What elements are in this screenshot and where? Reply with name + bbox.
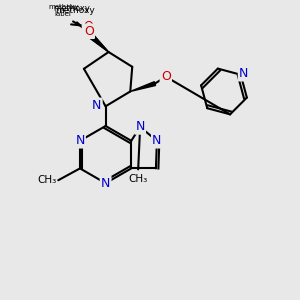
Text: CH₃: CH₃	[37, 175, 56, 185]
Text: O: O	[161, 70, 171, 83]
Polygon shape	[130, 82, 155, 92]
Text: O: O	[83, 20, 93, 33]
Text: methoxy
label: methoxy label	[48, 4, 78, 17]
Polygon shape	[88, 32, 109, 52]
Text: CH₃: CH₃	[128, 174, 148, 184]
Text: N: N	[152, 134, 162, 147]
Polygon shape	[88, 33, 109, 52]
Text: N: N	[75, 134, 85, 147]
Text: N: N	[92, 99, 101, 112]
Text: O: O	[84, 25, 94, 38]
Text: N: N	[101, 177, 110, 190]
Text: O: O	[83, 19, 93, 32]
Text: N: N	[239, 67, 248, 80]
Text: methoxy: methoxy	[55, 5, 95, 14]
Text: methoxy: methoxy	[54, 4, 91, 13]
Text: N: N	[135, 121, 145, 134]
